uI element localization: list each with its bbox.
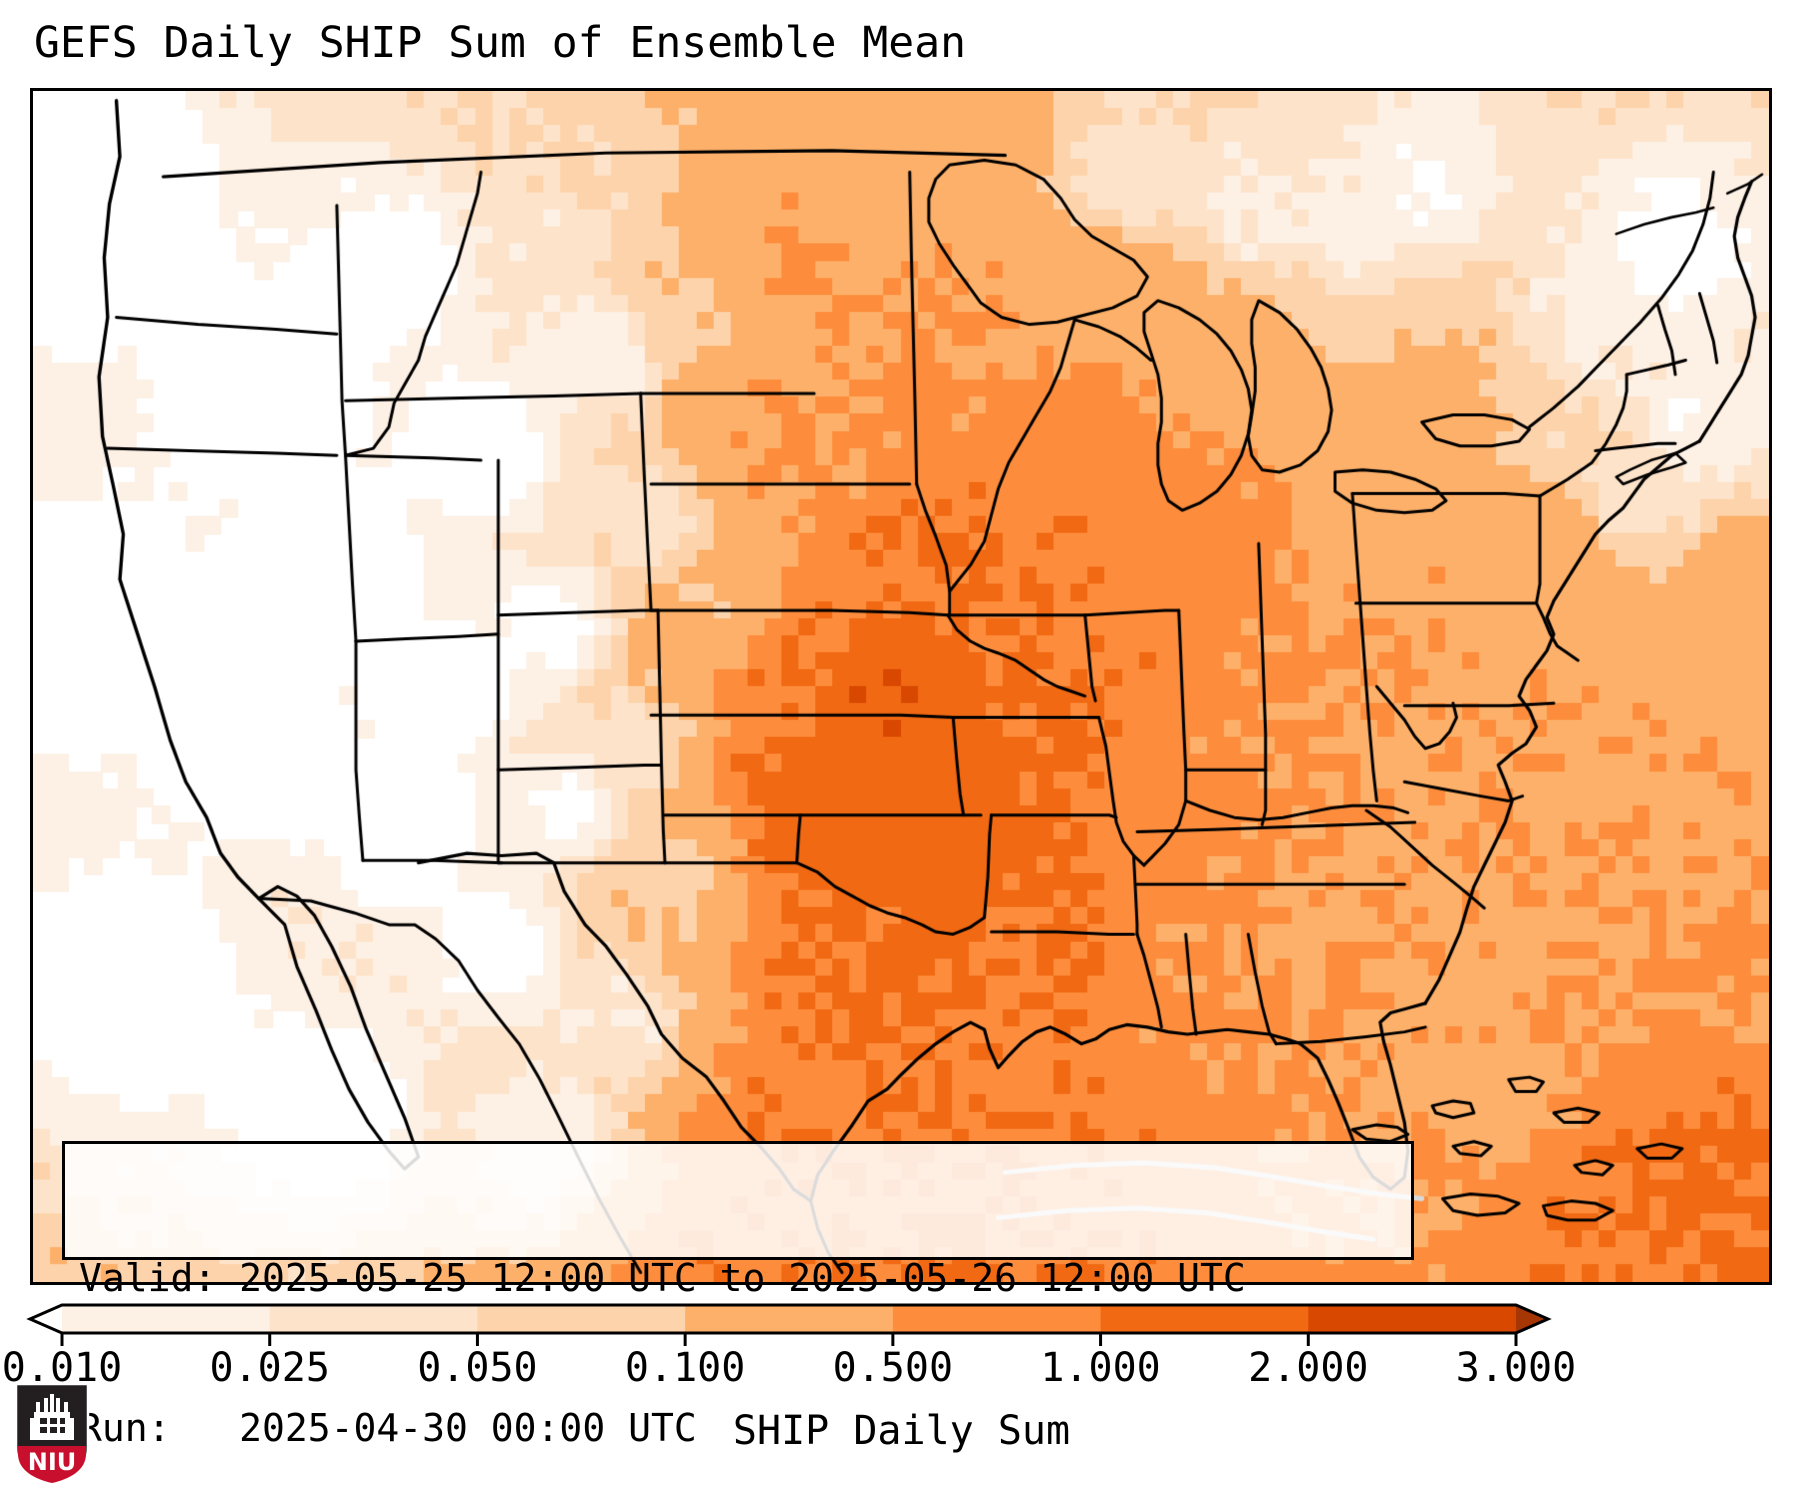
ship-heatmap-canvas [33, 91, 1769, 1282]
colorbar [0, 1296, 1803, 1356]
niu-banner [18, 1446, 86, 1483]
colorbar-band [477, 1305, 686, 1333]
run-time-line: Run: 2025-04-30 00:00 UTC [79, 1406, 697, 1450]
niu-castle-icon [30, 1394, 74, 1440]
colorbar-tick-label: 3.000 [1455, 1345, 1577, 1391]
colorbar-band [62, 1305, 271, 1333]
colorbar-tick-label: 2.000 [1248, 1345, 1369, 1391]
map-plot-area [30, 88, 1772, 1285]
colorbar-tick-label: 1.000 [1040, 1345, 1161, 1391]
colorbar-band [1100, 1305, 1309, 1333]
niu-castle-windows-icon [40, 1418, 65, 1433]
colorbar-svg [26, 1303, 1552, 1346]
colorbar-tick-label: 0.100 [624, 1345, 746, 1391]
niu-banner-text: NIU [28, 1448, 77, 1476]
colorbar-over-arrow [1516, 1305, 1548, 1333]
valid-run-info-box: Valid: 2025-05-25 12:00 UTC to 2025-05-2… [62, 1141, 1414, 1450]
page-title: GEFS Daily SHIP Sum of Ensemble Mean [34, 18, 966, 68]
colorbar-tick-label: 0.025 [209, 1345, 330, 1391]
niu-logo: NIU [14, 1382, 90, 1486]
colorbar-tick-label: 0.050 [417, 1345, 538, 1391]
colorbar-band [1308, 1305, 1517, 1333]
colorbar-band [892, 1305, 1102, 1333]
colorbar-under-arrow [30, 1305, 62, 1333]
colorbar-band [269, 1305, 479, 1333]
valid-time-line: Valid: 2025-05-25 12:00 UTC to 2025-05-2… [79, 1256, 1246, 1300]
colorbar-tick-label: 0.500 [832, 1345, 954, 1391]
colorbar-axis-label: SHIP Daily Sum [732, 1408, 1071, 1454]
colorbar-band [685, 1305, 894, 1333]
